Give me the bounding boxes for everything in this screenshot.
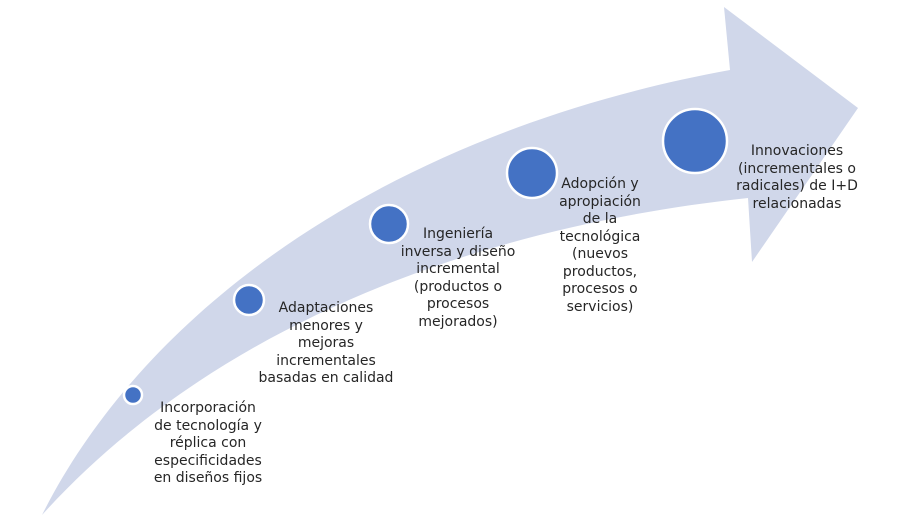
stage-label-2: Adaptaciones menores y mejoras increment… <box>258 300 394 386</box>
stage-node-5 <box>661 107 729 175</box>
stage-label-3: Ingeniería inversa y diseño incremental … <box>400 226 516 330</box>
curved-arrow <box>42 7 858 515</box>
stage-label-4: Adopción y apropiación de la tecnológica… <box>559 176 641 315</box>
stage-label-5: Innovaciones (incrementales o radicales)… <box>736 143 858 212</box>
stage-node-2 <box>232 283 266 317</box>
stage-node-4 <box>505 146 559 200</box>
stage-node-3 <box>368 203 410 245</box>
stage-node-1 <box>122 384 144 406</box>
stage-label-1: Incorporación de tecnología y réplica co… <box>153 400 263 486</box>
